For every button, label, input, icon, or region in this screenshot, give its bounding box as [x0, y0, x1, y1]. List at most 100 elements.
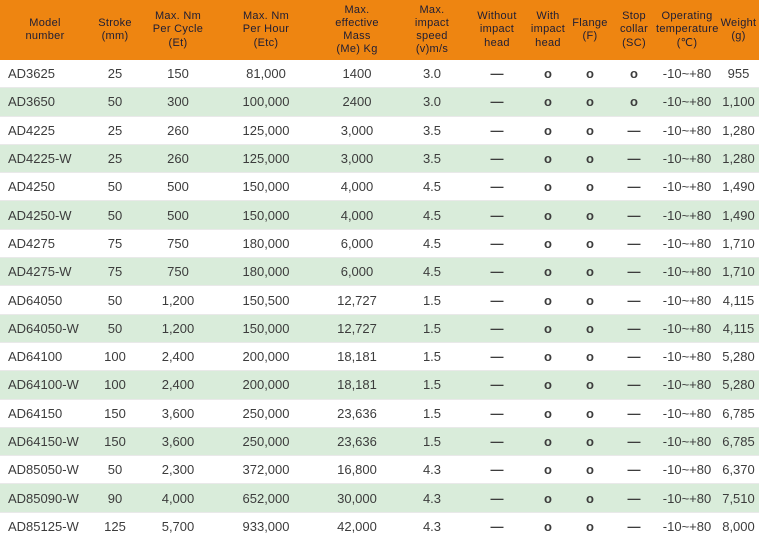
table-row: AD3625 25 150 81,000 1400 3.0 — o o o -10~+80 955: [0, 60, 759, 88]
cell-with: o: [544, 292, 552, 308]
cell-temp: -10~+80: [662, 264, 712, 280]
cell-without: —: [490, 235, 504, 251]
cell-model: AD64150: [8, 405, 63, 421]
cell-hour: 933,000: [242, 518, 290, 534]
table-row: AD64050 50 1,200 150,500 12,727 1.5 — o o — -10~+8…: [0, 286, 759, 315]
cell-stroke: 25: [107, 66, 123, 82]
cell-mass: 6,000: [340, 264, 374, 280]
cell-flange: o: [586, 518, 594, 534]
cell-model: AD3625: [8, 66, 55, 82]
cell-mass: 18,181: [337, 377, 377, 393]
column-header-hour: Max. Nm Per Hour (Etc): [216, 0, 316, 60]
cell-stroke: 25: [107, 122, 123, 138]
table-row: AD3650 50 300 100,000 2400 3.0 — o o o -10~+80 1,10…: [0, 87, 759, 117]
cell-with: o: [544, 179, 552, 195]
table-row: AD64100 100 2,400 200,000 18,181 1.5 — o o — -10~+…: [0, 342, 759, 371]
cell-mass: 4,000: [340, 179, 374, 195]
cell-flange: o: [586, 405, 594, 421]
cell-cycle: 3,600: [161, 405, 195, 421]
cell-without: —: [490, 292, 504, 308]
cell-weight: 8,000: [722, 518, 755, 534]
table-header-row: Model number Stroke (mm) Max. Nm Per Cycle…: [0, 0, 759, 60]
cell-temp: -10~+80: [662, 377, 712, 393]
cell-without: —: [490, 94, 504, 110]
column-header-without: Without impact head: [466, 0, 528, 60]
cell-speed: 4.3: [422, 490, 442, 506]
table-header: Model number Stroke (mm) Max. Nm Per Cycle…: [0, 0, 759, 60]
cell-without: —: [490, 490, 504, 506]
cell-weight: 1,490: [722, 207, 755, 223]
cell-weight: 1,280: [722, 122, 755, 138]
cell-mass: 3,000: [340, 151, 374, 167]
cell-weight: 1,710: [722, 264, 755, 280]
table-row: AD4250-W 50 500 150,000 4,000 4.5 — o o — -10~+80 1…: [0, 200, 759, 230]
cell-flange: o: [586, 207, 594, 223]
cell-stop: o: [630, 66, 638, 82]
cell-hour: 250,000: [242, 434, 290, 449]
cell-mass: 30,000: [337, 490, 377, 506]
cell-without: —: [490, 377, 504, 393]
cell-speed: 4.5: [422, 207, 442, 223]
cell-hour: 150,000: [242, 179, 290, 195]
cell-with: o: [544, 349, 552, 365]
table-row: AD85125-W 125 5,700 933,000 42,000 4.3 — o o — -10…: [0, 512, 759, 539]
cell-with: o: [544, 66, 552, 82]
table-row: AD64100-W 100 2,400 200,000 18,181 1.5 — o o — -10…: [0, 370, 759, 400]
cell-temp: -10~+80: [662, 292, 712, 308]
cell-flange: o: [586, 349, 594, 365]
cell-with: o: [544, 405, 552, 421]
cell-without: —: [490, 349, 504, 365]
cell-stop: —: [627, 179, 641, 195]
cell-model: AD64050: [8, 292, 63, 308]
cell-speed: 3.0: [422, 94, 442, 110]
cell-temp: -10~+80: [662, 66, 712, 82]
cell-cycle: 500: [167, 179, 189, 195]
cell-model: AD4275-W: [8, 264, 72, 280]
cell-stop: —: [627, 292, 641, 308]
cell-without: —: [490, 434, 504, 449]
cell-stroke: 75: [107, 235, 123, 251]
cell-with: o: [544, 462, 552, 478]
cell-flange: o: [586, 292, 594, 308]
cell-cycle: 260: [167, 151, 189, 167]
cell-stroke: 50: [107, 94, 123, 110]
cell-weight: 4,115: [722, 320, 755, 336]
cell-hour: 150,000: [242, 320, 290, 336]
cell-mass: 12,727: [337, 292, 377, 308]
cell-without: —: [490, 122, 504, 138]
cell-mass: 1400: [342, 66, 372, 82]
cell-flange: o: [586, 462, 594, 478]
cell-without: —: [490, 462, 504, 478]
cell-without: —: [490, 151, 504, 167]
cell-weight: 955: [727, 66, 750, 82]
cell-weight: 5,280: [722, 349, 755, 365]
cell-with: o: [544, 122, 552, 138]
column-header-model: Model number: [0, 0, 90, 60]
table-row: AD4275 75 750 180,000 6,000 4.5 — o o — -10~+80 1,7…: [0, 229, 759, 258]
cell-mass: 6,000: [340, 235, 374, 251]
cell-weight: 5,280: [722, 377, 755, 393]
cell-speed: 1.5: [422, 377, 442, 393]
cell-stop: —: [627, 320, 641, 336]
column-header-stroke: Stroke (mm): [90, 0, 140, 60]
cell-cycle: 2,400: [161, 377, 195, 393]
cell-stop: —: [627, 151, 641, 167]
cell-hour: 100,000: [242, 94, 290, 110]
cell-flange: o: [586, 434, 594, 449]
cell-stop: —: [627, 264, 641, 280]
cell-temp: -10~+80: [662, 122, 712, 138]
table-row: AD4250 50 500 150,000 4,000 4.5 — o o — -10~+80 1,4…: [0, 173, 759, 201]
cell-stroke: 50: [107, 207, 123, 223]
cell-model: AD4250: [8, 179, 55, 195]
cell-stop: —: [627, 235, 641, 251]
cell-hour: 150,500: [242, 292, 290, 308]
cell-temp: -10~+80: [662, 462, 712, 478]
cell-stop: —: [627, 377, 641, 393]
cell-hour: 180,000: [242, 235, 290, 251]
cell-hour: 81,000: [246, 66, 286, 82]
cell-cycle: 3,600: [161, 434, 195, 449]
cell-without: —: [490, 518, 504, 534]
cell-with: o: [544, 320, 552, 336]
cell-cycle: 1,200: [161, 292, 195, 308]
